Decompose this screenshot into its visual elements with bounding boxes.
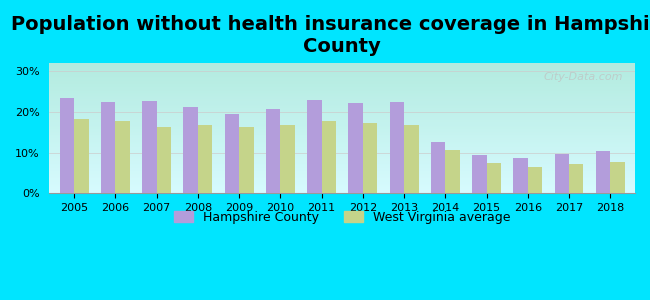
Bar xyxy=(569,164,584,193)
Bar xyxy=(445,150,460,193)
Bar xyxy=(528,167,542,193)
Bar xyxy=(554,154,569,193)
Bar xyxy=(514,158,528,193)
Bar xyxy=(610,162,625,193)
Bar xyxy=(389,102,404,193)
Bar xyxy=(101,102,116,193)
Bar xyxy=(116,121,130,193)
Bar xyxy=(266,109,280,193)
Bar xyxy=(157,128,171,193)
Bar xyxy=(198,125,213,193)
Bar xyxy=(431,142,445,193)
Bar xyxy=(322,121,336,193)
Bar xyxy=(307,100,322,193)
Legend: Hampshire County, West Virginia average: Hampshire County, West Virginia average xyxy=(169,206,515,229)
Bar xyxy=(363,123,377,193)
Bar xyxy=(183,107,198,193)
Bar xyxy=(348,103,363,193)
Text: City-Data.com: City-Data.com xyxy=(544,72,623,82)
Bar xyxy=(60,98,74,193)
Bar xyxy=(596,151,610,193)
Bar xyxy=(472,155,487,193)
Bar xyxy=(404,125,419,193)
Title: Population without health insurance coverage in Hampshire
County: Population without health insurance cove… xyxy=(12,15,650,56)
Bar xyxy=(142,100,157,193)
Bar xyxy=(74,119,88,193)
Bar xyxy=(225,114,239,193)
Bar xyxy=(280,125,295,193)
Bar xyxy=(239,127,254,193)
Bar xyxy=(487,163,501,193)
